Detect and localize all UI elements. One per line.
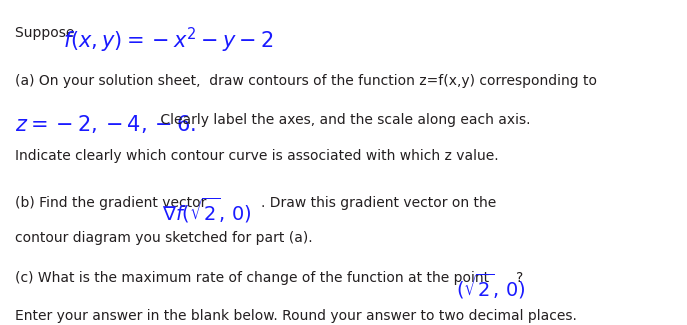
Text: $z = -2, -4, -6.$: $z = -2, -4, -6.$ (15, 112, 196, 135)
Text: (c) What is the maximum rate of change of the function at the point: (c) What is the maximum rate of change o… (15, 271, 494, 285)
Text: Clearly label the axes, and the scale along each axis.: Clearly label the axes, and the scale al… (156, 112, 530, 126)
Text: $\nabla f(\sqrt{2},\, 0)$: $\nabla f(\sqrt{2},\, 0)$ (162, 196, 252, 226)
Text: contour diagram you sketched for part (a).: contour diagram you sketched for part (a… (15, 231, 313, 245)
Text: ?: ? (516, 271, 523, 285)
Text: (a) On your solution sheet,  draw contours of the function z=f(x,y) correspondin: (a) On your solution sheet, draw contour… (15, 73, 597, 87)
Text: Enter your answer in the blank below. Round your answer to two decimal places.: Enter your answer in the blank below. Ro… (15, 309, 577, 323)
Text: $f(x, y) = -x^2 - y - 2$: $f(x, y) = -x^2 - y - 2$ (63, 26, 273, 55)
Text: $(\sqrt{2},\, 0)$: $(\sqrt{2},\, 0)$ (456, 271, 526, 301)
Text: Indicate clearly which contour curve is associated with which z value.: Indicate clearly which contour curve is … (15, 149, 499, 162)
Text: (b) Find the gradient vector: (b) Find the gradient vector (15, 196, 211, 210)
Text: . Draw this gradient vector on the: . Draw this gradient vector on the (261, 196, 497, 210)
Text: Suppose: Suppose (15, 26, 79, 40)
